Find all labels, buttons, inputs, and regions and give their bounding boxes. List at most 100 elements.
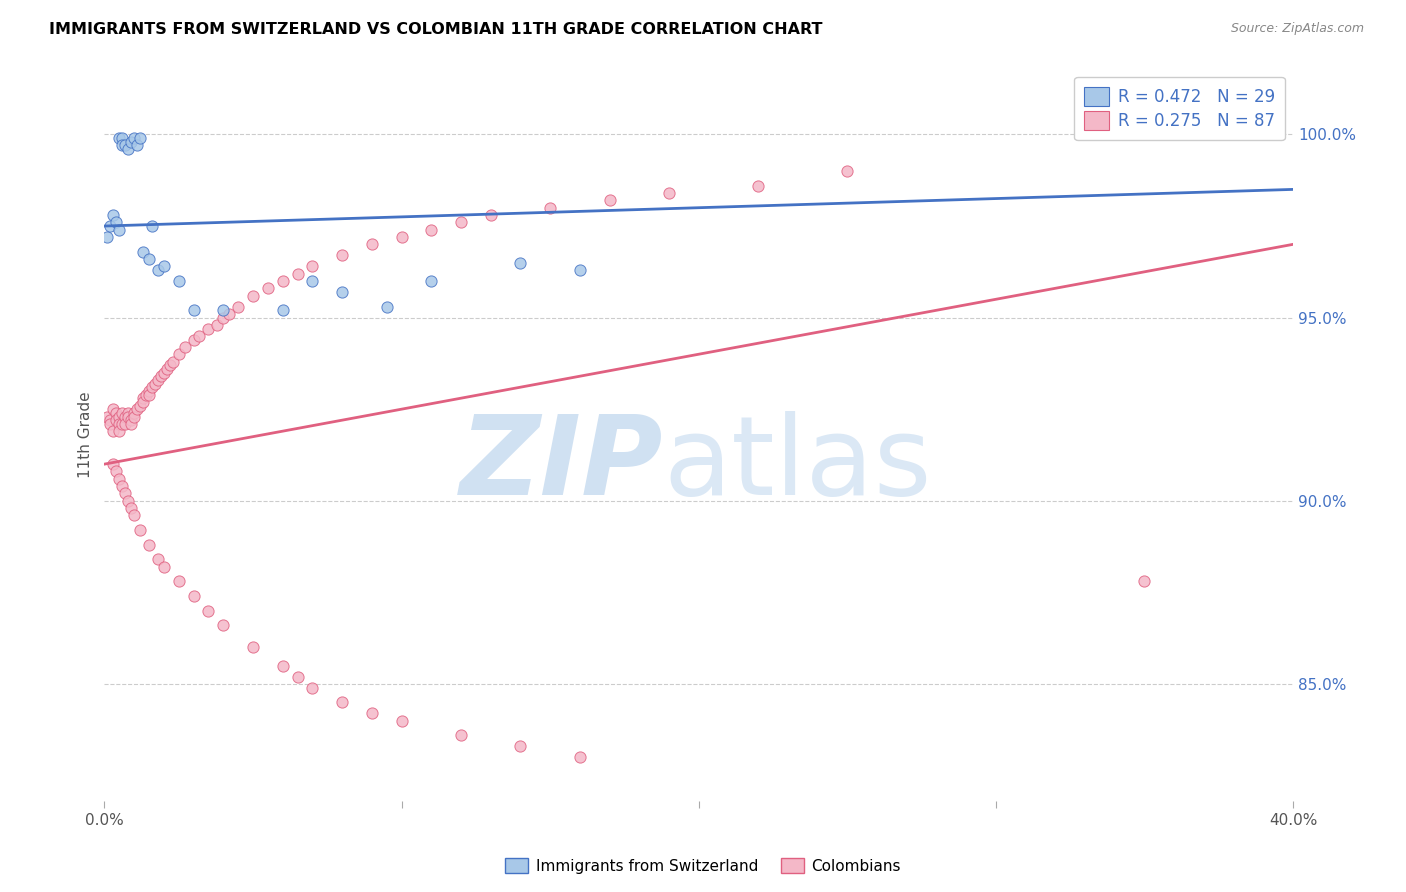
Point bbox=[242, 640, 264, 655]
Point bbox=[96, 230, 118, 244]
Point bbox=[173, 340, 195, 354]
Point bbox=[117, 142, 139, 156]
Point bbox=[599, 194, 621, 208]
Point bbox=[108, 424, 131, 438]
Point bbox=[105, 413, 128, 427]
Point bbox=[146, 263, 169, 277]
Text: atlas: atlas bbox=[664, 410, 932, 517]
Point bbox=[117, 409, 139, 424]
Point bbox=[509, 255, 531, 269]
Point bbox=[153, 559, 176, 574]
Text: IMMIGRANTS FROM SWITZERLAND VS COLOMBIAN 11TH GRADE CORRELATION CHART: IMMIGRANTS FROM SWITZERLAND VS COLOMBIAN… bbox=[49, 22, 823, 37]
Point bbox=[159, 358, 181, 372]
Point bbox=[1133, 574, 1156, 589]
Point bbox=[183, 333, 205, 347]
Point bbox=[111, 479, 134, 493]
Point bbox=[420, 223, 443, 237]
Point bbox=[120, 417, 142, 431]
Point bbox=[122, 508, 145, 523]
Point bbox=[114, 417, 136, 431]
Point bbox=[162, 354, 184, 368]
Point bbox=[256, 281, 278, 295]
Point bbox=[218, 307, 240, 321]
Point bbox=[138, 538, 160, 552]
Point bbox=[105, 406, 128, 420]
Point bbox=[143, 376, 166, 391]
Point bbox=[167, 274, 190, 288]
Legend: Immigrants from Switzerland, Colombians: Immigrants from Switzerland, Colombians bbox=[499, 852, 907, 880]
Point bbox=[96, 409, 118, 424]
Point bbox=[149, 369, 172, 384]
Point bbox=[287, 267, 309, 281]
Point bbox=[135, 387, 157, 401]
Point bbox=[391, 714, 413, 728]
Point bbox=[129, 399, 152, 413]
Point bbox=[132, 395, 155, 409]
Point bbox=[108, 131, 131, 145]
Point bbox=[120, 501, 142, 516]
Point bbox=[183, 589, 205, 603]
Point bbox=[125, 138, 148, 153]
Point bbox=[212, 310, 235, 325]
Point bbox=[837, 164, 859, 178]
Point bbox=[111, 131, 134, 145]
Point bbox=[420, 274, 443, 288]
Point bbox=[132, 391, 155, 405]
Point bbox=[141, 219, 163, 233]
Point bbox=[360, 237, 382, 252]
Point bbox=[103, 208, 125, 222]
Point bbox=[509, 739, 531, 754]
Point bbox=[747, 178, 769, 193]
Point bbox=[156, 362, 179, 376]
Point bbox=[132, 244, 155, 259]
Point bbox=[188, 329, 211, 343]
Point bbox=[183, 303, 205, 318]
Point bbox=[103, 402, 125, 417]
Point bbox=[108, 417, 131, 431]
Point bbox=[103, 457, 125, 471]
Point bbox=[153, 366, 176, 380]
Point bbox=[105, 465, 128, 479]
Point bbox=[98, 417, 121, 431]
Point bbox=[98, 219, 121, 233]
Point bbox=[111, 138, 134, 153]
Point bbox=[122, 131, 145, 145]
Point bbox=[125, 402, 148, 417]
Point bbox=[114, 486, 136, 500]
Legend: R = 0.472   N = 29, R = 0.275   N = 87: R = 0.472 N = 29, R = 0.275 N = 87 bbox=[1074, 77, 1285, 140]
Point bbox=[129, 523, 152, 537]
Point bbox=[197, 321, 219, 335]
Point bbox=[360, 706, 382, 721]
Point bbox=[167, 574, 190, 589]
Point bbox=[138, 384, 160, 398]
Point bbox=[108, 223, 131, 237]
Point bbox=[450, 215, 472, 229]
Point bbox=[117, 406, 139, 420]
Point bbox=[108, 409, 131, 424]
Point bbox=[117, 493, 139, 508]
Point bbox=[538, 201, 561, 215]
Point bbox=[122, 409, 145, 424]
Point bbox=[330, 248, 353, 262]
Point bbox=[111, 417, 134, 431]
Point bbox=[114, 409, 136, 424]
Point bbox=[120, 413, 142, 427]
Point bbox=[568, 750, 591, 764]
Point bbox=[138, 252, 160, 266]
Point bbox=[450, 728, 472, 742]
Point bbox=[242, 288, 264, 302]
Point bbox=[658, 186, 681, 200]
Point bbox=[108, 472, 131, 486]
Point bbox=[120, 135, 142, 149]
Point bbox=[122, 406, 145, 420]
Point bbox=[330, 285, 353, 299]
Point bbox=[212, 618, 235, 632]
Text: ZIP: ZIP bbox=[460, 410, 664, 517]
Point bbox=[479, 208, 502, 222]
Point bbox=[375, 300, 398, 314]
Point bbox=[98, 413, 121, 427]
Point bbox=[301, 274, 323, 288]
Y-axis label: 11th Grade: 11th Grade bbox=[79, 392, 93, 478]
Point bbox=[271, 274, 294, 288]
Point bbox=[330, 695, 353, 709]
